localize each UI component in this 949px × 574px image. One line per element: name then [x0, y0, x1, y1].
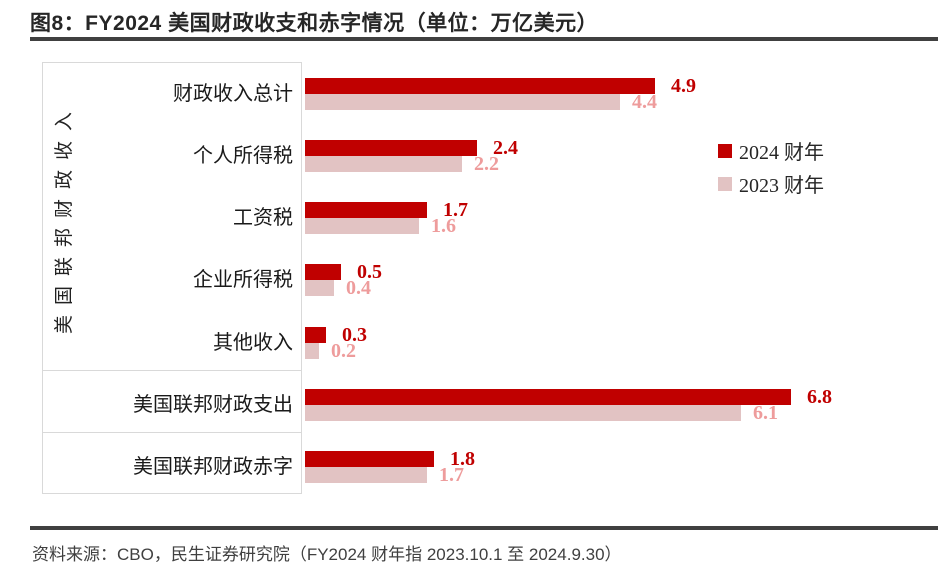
- bar-fy2023: [305, 405, 741, 421]
- source-note: 资料来源：CBO，民生证券研究院（FY2024 财年指 2023.10.1 至 …: [32, 545, 622, 564]
- category-label: 工资税: [233, 207, 293, 229]
- title-underline: [30, 37, 938, 41]
- value-label-fy2023: 1.6: [431, 215, 456, 237]
- value-label-fy2024: 1.7: [443, 199, 468, 221]
- category-label: 其他收入: [213, 332, 293, 354]
- value-label-fy2023: 0.2: [331, 340, 356, 362]
- category-label: 美国联邦财政支出: [133, 394, 293, 416]
- bar-fy2024: [305, 327, 326, 343]
- bar-fy2023: [305, 94, 620, 110]
- value-label-fy2024: 1.8: [450, 448, 475, 470]
- bar-fy2024: [305, 451, 434, 467]
- value-label-fy2023: 0.4: [346, 277, 371, 299]
- legend-item: 2023 财年: [718, 167, 824, 200]
- bar-fy2024: [305, 202, 427, 218]
- value-label-fy2024: 4.9: [671, 75, 696, 97]
- bar-fy2024: [305, 389, 791, 405]
- value-label-fy2023: 2.2: [474, 153, 499, 175]
- bar-fy2024: [305, 140, 477, 156]
- page-title: 图8：FY2024 美国财政收支和赤字情况（单位：万亿美元）: [30, 12, 599, 35]
- legend-swatch-fy2023: [718, 176, 732, 191]
- legend: 2024 财年 2023 财年: [718, 134, 824, 200]
- bar-fy2023: [305, 343, 319, 359]
- bar-fy2023: [305, 280, 334, 296]
- value-label-fy2024: 0.3: [342, 324, 367, 346]
- value-label-fy2023: 1.7: [439, 464, 464, 486]
- bar-fy2024: [305, 78, 655, 94]
- deficit-section-box: [42, 432, 302, 494]
- bar-chart: 美国联邦财政收入 财政收入总计 4.9 4.4 个人所得税 2.4 2.2 工资税 1.7 1.…: [42, 62, 922, 494]
- category-label: 企业所得税: [193, 269, 293, 291]
- source-divider: [30, 526, 938, 530]
- value-label-fy2024: 0.5: [357, 261, 382, 283]
- bar-fy2024: [305, 264, 341, 280]
- value-label-fy2023: 4.4: [632, 91, 657, 113]
- legend-label: 2023 财年: [739, 175, 824, 197]
- legend-item: 2024 财年: [718, 134, 824, 167]
- bar-fy2023: [305, 156, 462, 172]
- value-label-fy2023: 6.1: [753, 402, 778, 424]
- bar-fy2023: [305, 467, 427, 483]
- value-label-fy2024: 2.4: [493, 137, 518, 159]
- legend-swatch-fy2024: [718, 143, 732, 158]
- category-label: 财政收入总计: [173, 83, 293, 105]
- category-label: 个人所得税: [193, 145, 293, 167]
- value-label-fy2024: 6.8: [807, 386, 832, 408]
- category-label: 美国联邦财政赤字: [133, 456, 293, 478]
- legend-label: 2024 财年: [739, 142, 824, 164]
- bar-fy2023: [305, 218, 419, 234]
